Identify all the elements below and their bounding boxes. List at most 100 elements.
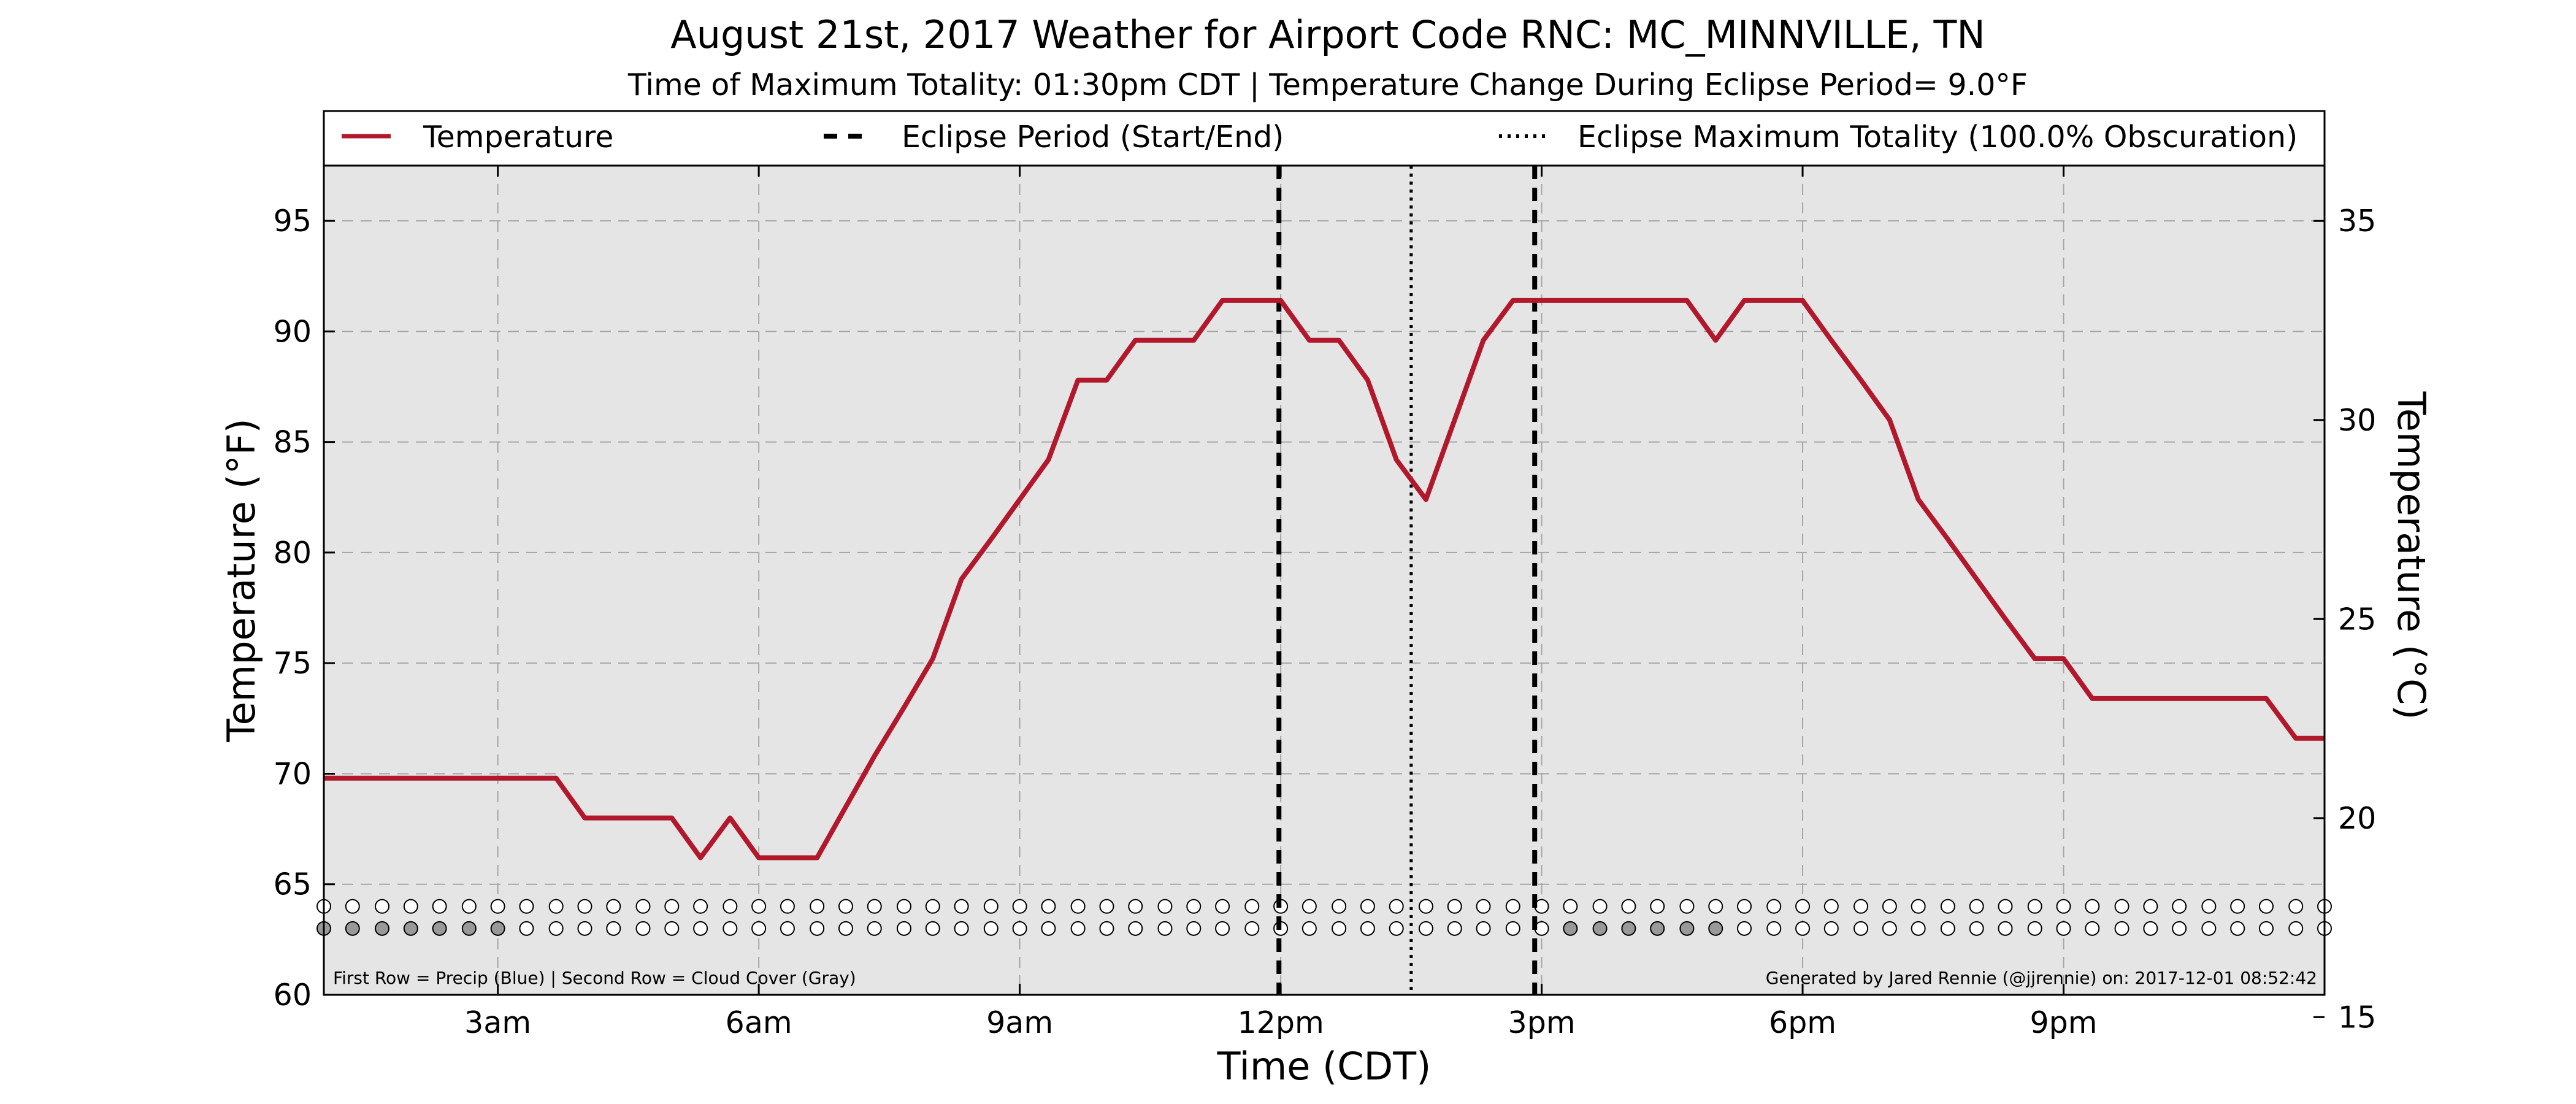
precip-marker [1099,899,1114,914]
temperature-line [324,297,2325,861]
cloud-cover-marker [1592,921,1608,936]
cloud-cover-marker [2114,921,2129,936]
cloud-cover-marker [723,921,738,936]
cloud-cover-marker [1737,921,1752,936]
cloud-cover-marker [1012,921,1027,936]
cloud-cover-marker [461,921,477,936]
precip-marker [2258,899,2274,914]
precip-marker [1592,899,1608,914]
y-tick-label: 70 [274,756,312,791]
y-right-tick-label: 25 [2338,602,2376,637]
precip-marker [2230,899,2245,914]
cloud-cover-marker [403,921,418,936]
cloud-cover-marker [1505,921,1520,936]
y-tick-label: 75 [274,646,312,681]
precip-marker [403,899,418,914]
cloud-cover-marker [375,921,390,936]
precip-marker [1650,899,1665,914]
precip-marker [867,899,882,914]
x-tick-label: 3am [464,1005,531,1040]
chart-title: August 21st, 2017 Weather for Airport Co… [670,12,1985,57]
precip-marker [1301,899,1317,914]
precip-marker [1679,899,1695,914]
legend-box [323,110,2326,167]
cloud-cover-marker [1621,921,1636,936]
precip-marker [1332,899,1347,914]
precip-marker [1621,899,1636,914]
cloud-cover-marker [1041,921,1056,936]
precip-marker [954,899,969,914]
markers [316,899,2332,936]
precip-marker [751,899,767,914]
x-tick-label: 9pm [2030,1005,2098,1040]
chart-subtitle: Time of Maximum Totality: 01:30pm CDT | … [627,67,2028,102]
legend-eclipse-max-label: Eclipse Maximum Totality (100.0% Obscura… [1577,120,2298,155]
precip-marker [1969,899,1984,914]
legend-temperature-label: Temperature [423,120,613,155]
cloud-cover-marker [2258,921,2274,936]
legend: Temperature Eclipse Period (Start/End) E… [323,110,2326,167]
precip-marker [1708,899,1723,914]
cloud-cover-marker [954,921,969,936]
cloud-cover-marker [490,921,505,936]
cloud-cover-marker [1911,921,1926,936]
cloud-cover-marker [1969,921,1984,936]
cloud-cover-marker [780,921,795,936]
cloud-cover-marker [2230,921,2245,936]
cloud-cover-marker [1766,921,1782,936]
cloud-cover-marker [2143,921,2158,936]
y-tick-label: 95 [274,204,312,239]
x-tick-label: 9am [986,1005,1053,1040]
precip-marker [693,899,708,914]
cloud-cover-marker [1099,921,1114,936]
cloud-cover-marker [1360,921,1375,936]
precip-marker [2085,899,2100,914]
eclipse-lines [1276,166,1538,995]
precip-marker [1244,899,1260,914]
cloud-cover-marker [2085,921,2100,936]
precip-marker [723,899,738,914]
precip-marker [664,899,680,914]
y-axis-label: Temperature (°F) [219,418,264,742]
precip-marker [1157,899,1173,914]
cloud-cover-marker [432,921,447,936]
precip-marker [838,899,853,914]
precip-marker [2143,899,2158,914]
precip-marker [1853,899,1869,914]
precip-marker [432,899,447,914]
legend-eclipse-period-label: Eclipse Period (Start/End) [902,120,1284,155]
precip-marker [1940,899,1955,914]
precip-marker [1447,899,1462,914]
cloud-cover-marker [925,921,940,936]
precip-marker [1505,899,1520,914]
cloud-cover-marker [635,921,651,936]
precip-marker [1360,899,1375,914]
cloud-cover-marker [1679,921,1695,936]
y-tick-label: 85 [274,425,312,460]
cloud-cover-marker [1332,921,1347,936]
cloud-cover-marker [1795,921,1811,936]
x-tick-label: 6pm [1769,1005,1836,1040]
precip-marker [519,899,534,914]
precip-marker [1998,899,2013,914]
cloud-cover-marker [1940,921,1955,936]
y-tick-label: 80 [274,535,312,570]
cloud-cover-marker [867,921,882,936]
y-tick-label: 60 [274,978,312,1013]
precip-marker [1128,899,1143,914]
footnote-left: First Row = Precip (Blue) | Second Row =… [333,968,856,988]
precip-marker [1389,899,1404,914]
cloud-cover-marker [1998,921,2013,936]
cloud-cover-marker [1128,921,1143,936]
precip-marker [983,899,999,914]
cloud-cover-marker [1650,921,1665,936]
precip-marker [1823,899,1839,914]
cloud-cover-marker [519,921,534,936]
precip-marker [635,899,651,914]
cloud-cover-marker [2172,921,2187,936]
precip-marker [2027,899,2042,914]
cloud-cover-marker [1708,921,1723,936]
precip-marker [2201,899,2217,914]
x-axis-ticks: 3am 6am 9am 12pm 3pm 6pm 9pm [464,166,2098,1040]
cloud-cover-marker [1186,921,1202,936]
